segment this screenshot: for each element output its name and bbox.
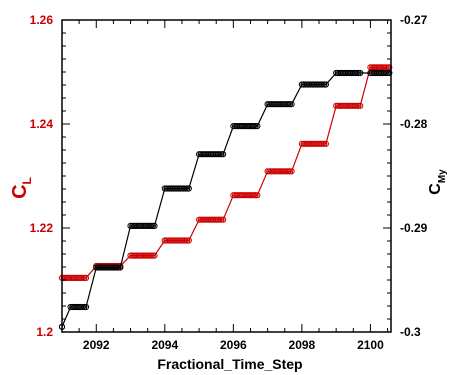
cmy-series-point — [113, 264, 120, 271]
y-left-axis-title-sub: L — [20, 177, 34, 184]
y-left-axis-title: CL — [9, 177, 34, 199]
cmy-series-point — [79, 303, 86, 311]
cl-series-point — [216, 216, 223, 223]
cmy-series-point — [288, 101, 295, 108]
cmy-series-point — [285, 101, 292, 108]
x-tick-label: 2094 — [151, 338, 178, 352]
cmy-series-point — [321, 81, 328, 88]
cmy-series-point — [81, 303, 88, 311]
cl-series-point — [182, 237, 189, 244]
y-left-tick-label: 1.2 — [36, 325, 53, 339]
cl-series-point — [250, 192, 257, 199]
cmy-series-point — [148, 222, 155, 229]
cl-series-point — [184, 237, 191, 244]
cl-series-point — [82, 274, 90, 281]
cmy-series-line — [61, 72, 390, 328]
x-tick-label: 2100 — [357, 338, 384, 352]
cmy-series-point — [252, 123, 259, 130]
cmy-series-point — [322, 81, 329, 88]
y-right-tick-label: -0.27 — [400, 13, 428, 27]
plot-frame — [61, 19, 392, 333]
tick-labels: 2092 2094 2096 2098 2100 1.2 1.22 1.24 1.26 -0.3 -… — [30, 13, 428, 352]
cl-series-point — [79, 274, 86, 281]
cl-series-point — [185, 237, 192, 244]
axes — [61, 19, 392, 333]
cl-series-point — [319, 140, 326, 147]
cmy-series-point — [184, 185, 191, 192]
cl-series-point — [149, 252, 156, 259]
cl-series-point — [218, 216, 225, 223]
cmy-series-point — [353, 69, 360, 77]
cmy-series-point — [218, 151, 225, 158]
cmy-series-point — [220, 151, 227, 158]
y-right-axis-title-main: C — [427, 183, 444, 195]
y-right-tick-label: -0.3 — [400, 325, 421, 339]
cl-series-point — [151, 252, 158, 259]
cl-series-line — [62, 66, 390, 279]
x-axis-title: Fractional_Time_Step — [157, 356, 302, 372]
cmy-series-point — [151, 222, 158, 229]
x-tick-label: 2098 — [289, 338, 316, 352]
cl-series-point — [220, 216, 227, 223]
cl-series-point — [148, 252, 155, 259]
y-left-axis-title-main: C — [9, 184, 31, 198]
cmy-series-point — [182, 185, 189, 192]
cl-series-point — [252, 192, 259, 199]
cmy-series-point — [149, 222, 156, 229]
cl-series-point — [357, 102, 364, 109]
cmy-series-point — [382, 69, 389, 77]
cmy-series-point — [115, 264, 122, 271]
cl-series-point — [321, 140, 328, 147]
cl-series-point — [81, 274, 88, 281]
cmy-series-point — [384, 69, 391, 77]
cmy-series-point — [185, 185, 192, 192]
cl-series-point — [254, 192, 261, 199]
cl-series-point — [355, 102, 362, 109]
cmy-series-point — [117, 264, 124, 271]
cmy-series-point — [319, 81, 326, 88]
y-right-axis-title-sub: My — [437, 169, 448, 183]
cmy-series-point — [386, 69, 393, 77]
cl-series-point — [322, 140, 329, 147]
cmy-series-point — [216, 151, 223, 158]
y-left-tick-label: 1.24 — [30, 117, 54, 131]
cl-series-point — [285, 168, 292, 175]
cmy-series-point — [286, 101, 293, 108]
cl-series-point — [353, 102, 360, 109]
cmy-series-point — [357, 69, 364, 77]
cmy-series-point — [355, 69, 362, 77]
cmy-series-point — [82, 303, 90, 311]
x-tick-label: 2092 — [83, 338, 110, 352]
plot-area — [58, 64, 393, 330]
y-right-axis-title: CMy — [427, 169, 448, 195]
cl-series-point — [286, 168, 293, 175]
y-left-tick-label: 1.22 — [30, 221, 54, 235]
y-right-tick-label: -0.28 — [400, 117, 428, 131]
y-right-tick-label: -0.29 — [400, 221, 428, 235]
x-tick-label: 2096 — [220, 338, 247, 352]
cl-series-point — [288, 168, 295, 175]
y-left-tick-label: 1.26 — [30, 13, 54, 27]
cmy-series-point — [250, 123, 257, 130]
cmy-series-point — [254, 123, 261, 130]
